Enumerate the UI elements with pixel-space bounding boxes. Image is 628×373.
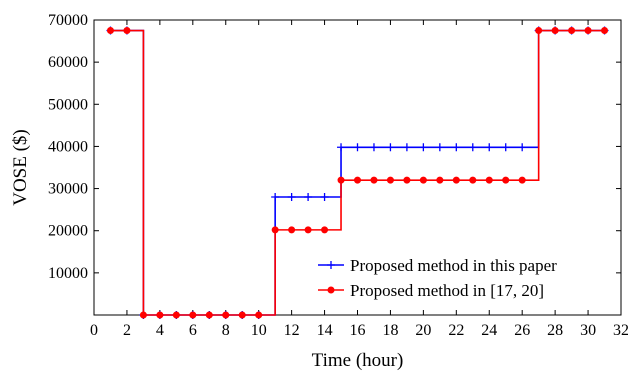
x-tick-label: 32 <box>613 322 628 339</box>
data-point <box>452 143 461 152</box>
data-point <box>156 311 164 319</box>
data-point <box>551 27 559 35</box>
x-tick-label: 28 <box>547 322 563 339</box>
y-tick-label: 20000 <box>48 223 88 240</box>
data-point <box>255 311 263 319</box>
x-tick-label: 6 <box>189 322 197 339</box>
data-point <box>238 311 246 319</box>
data-point <box>501 143 510 152</box>
data-point <box>518 176 526 184</box>
legend-marker <box>327 261 335 269</box>
x-tick-label: 26 <box>514 322 530 339</box>
legend-label: Proposed method in this paper <box>350 256 557 275</box>
legend-marker <box>327 286 335 294</box>
x-tick-label: 30 <box>580 322 596 339</box>
data-point <box>518 143 527 152</box>
data-point <box>601 27 609 35</box>
x-tick-label: 10 <box>251 322 267 339</box>
y-tick-label: 10000 <box>48 265 88 282</box>
x-tick-label: 12 <box>284 322 300 339</box>
y-axis-label: VOSE ($) <box>10 129 31 206</box>
data-point <box>419 143 428 152</box>
data-point <box>468 143 477 152</box>
axes: 0 2 4 6 8 10 12 14 16 18 20 22 24 26 28 30 3210000200003… <box>48 12 628 339</box>
data-point <box>271 226 279 234</box>
plot-series <box>106 26 609 319</box>
data-point <box>321 226 329 234</box>
legend-entry-1: Proposed method in this paper <box>318 256 557 275</box>
x-tick-label: 16 <box>350 322 366 339</box>
data-point <box>271 193 280 201</box>
data-point <box>436 176 444 184</box>
data-point <box>222 311 230 319</box>
x-tick-label: 14 <box>317 322 333 339</box>
data-point <box>337 176 345 184</box>
data-point <box>402 143 411 152</box>
legend: Proposed method in this paper Proposed me… <box>318 256 557 300</box>
data-point <box>205 311 213 319</box>
data-point <box>369 143 378 152</box>
data-point <box>584 27 592 35</box>
data-point <box>337 143 346 152</box>
data-point <box>419 176 427 184</box>
series-1 <box>106 26 609 319</box>
data-point <box>189 311 197 319</box>
data-point <box>172 311 180 319</box>
x-tick-label: 0 <box>90 322 98 339</box>
y-tick-label: 40000 <box>48 138 88 155</box>
data-point <box>304 226 312 234</box>
data-point <box>485 143 494 152</box>
data-point <box>287 193 296 201</box>
x-axis-label: Time (hour) <box>312 350 404 371</box>
data-point <box>435 143 444 152</box>
x-tick-label: 4 <box>156 322 164 339</box>
data-point <box>370 176 378 184</box>
legend-entry-2: Proposed method in [17, 20] <box>318 281 544 300</box>
data-point <box>403 176 411 184</box>
x-tick-label: 2 <box>123 322 131 339</box>
data-point <box>123 27 131 35</box>
x-tick-label: 18 <box>382 322 398 339</box>
x-tick-label: 8 <box>222 322 230 339</box>
data-point <box>139 311 147 319</box>
series-2 <box>106 27 609 319</box>
x-tick-label: 24 <box>481 322 497 339</box>
data-point <box>304 193 313 201</box>
data-point <box>469 176 477 184</box>
legend-label: Proposed method in [17, 20] <box>350 281 544 300</box>
data-point <box>568 27 576 35</box>
data-point <box>354 176 361 184</box>
y-tick-label: 30000 <box>48 181 88 198</box>
data-point <box>320 193 329 201</box>
data-point <box>485 176 493 184</box>
data-point <box>452 176 460 184</box>
data-point <box>535 27 543 35</box>
data-point <box>353 143 362 152</box>
data-point <box>386 176 394 184</box>
y-tick-label: 70000 <box>48 12 88 29</box>
y-tick-label: 50000 <box>48 96 88 113</box>
data-point <box>386 143 395 152</box>
data-point <box>106 27 114 35</box>
x-tick-label: 20 <box>415 322 431 339</box>
data-point <box>502 176 510 184</box>
x-tick-label: 22 <box>448 322 464 339</box>
data-point <box>288 226 296 234</box>
y-tick-label: 60000 <box>48 54 88 71</box>
